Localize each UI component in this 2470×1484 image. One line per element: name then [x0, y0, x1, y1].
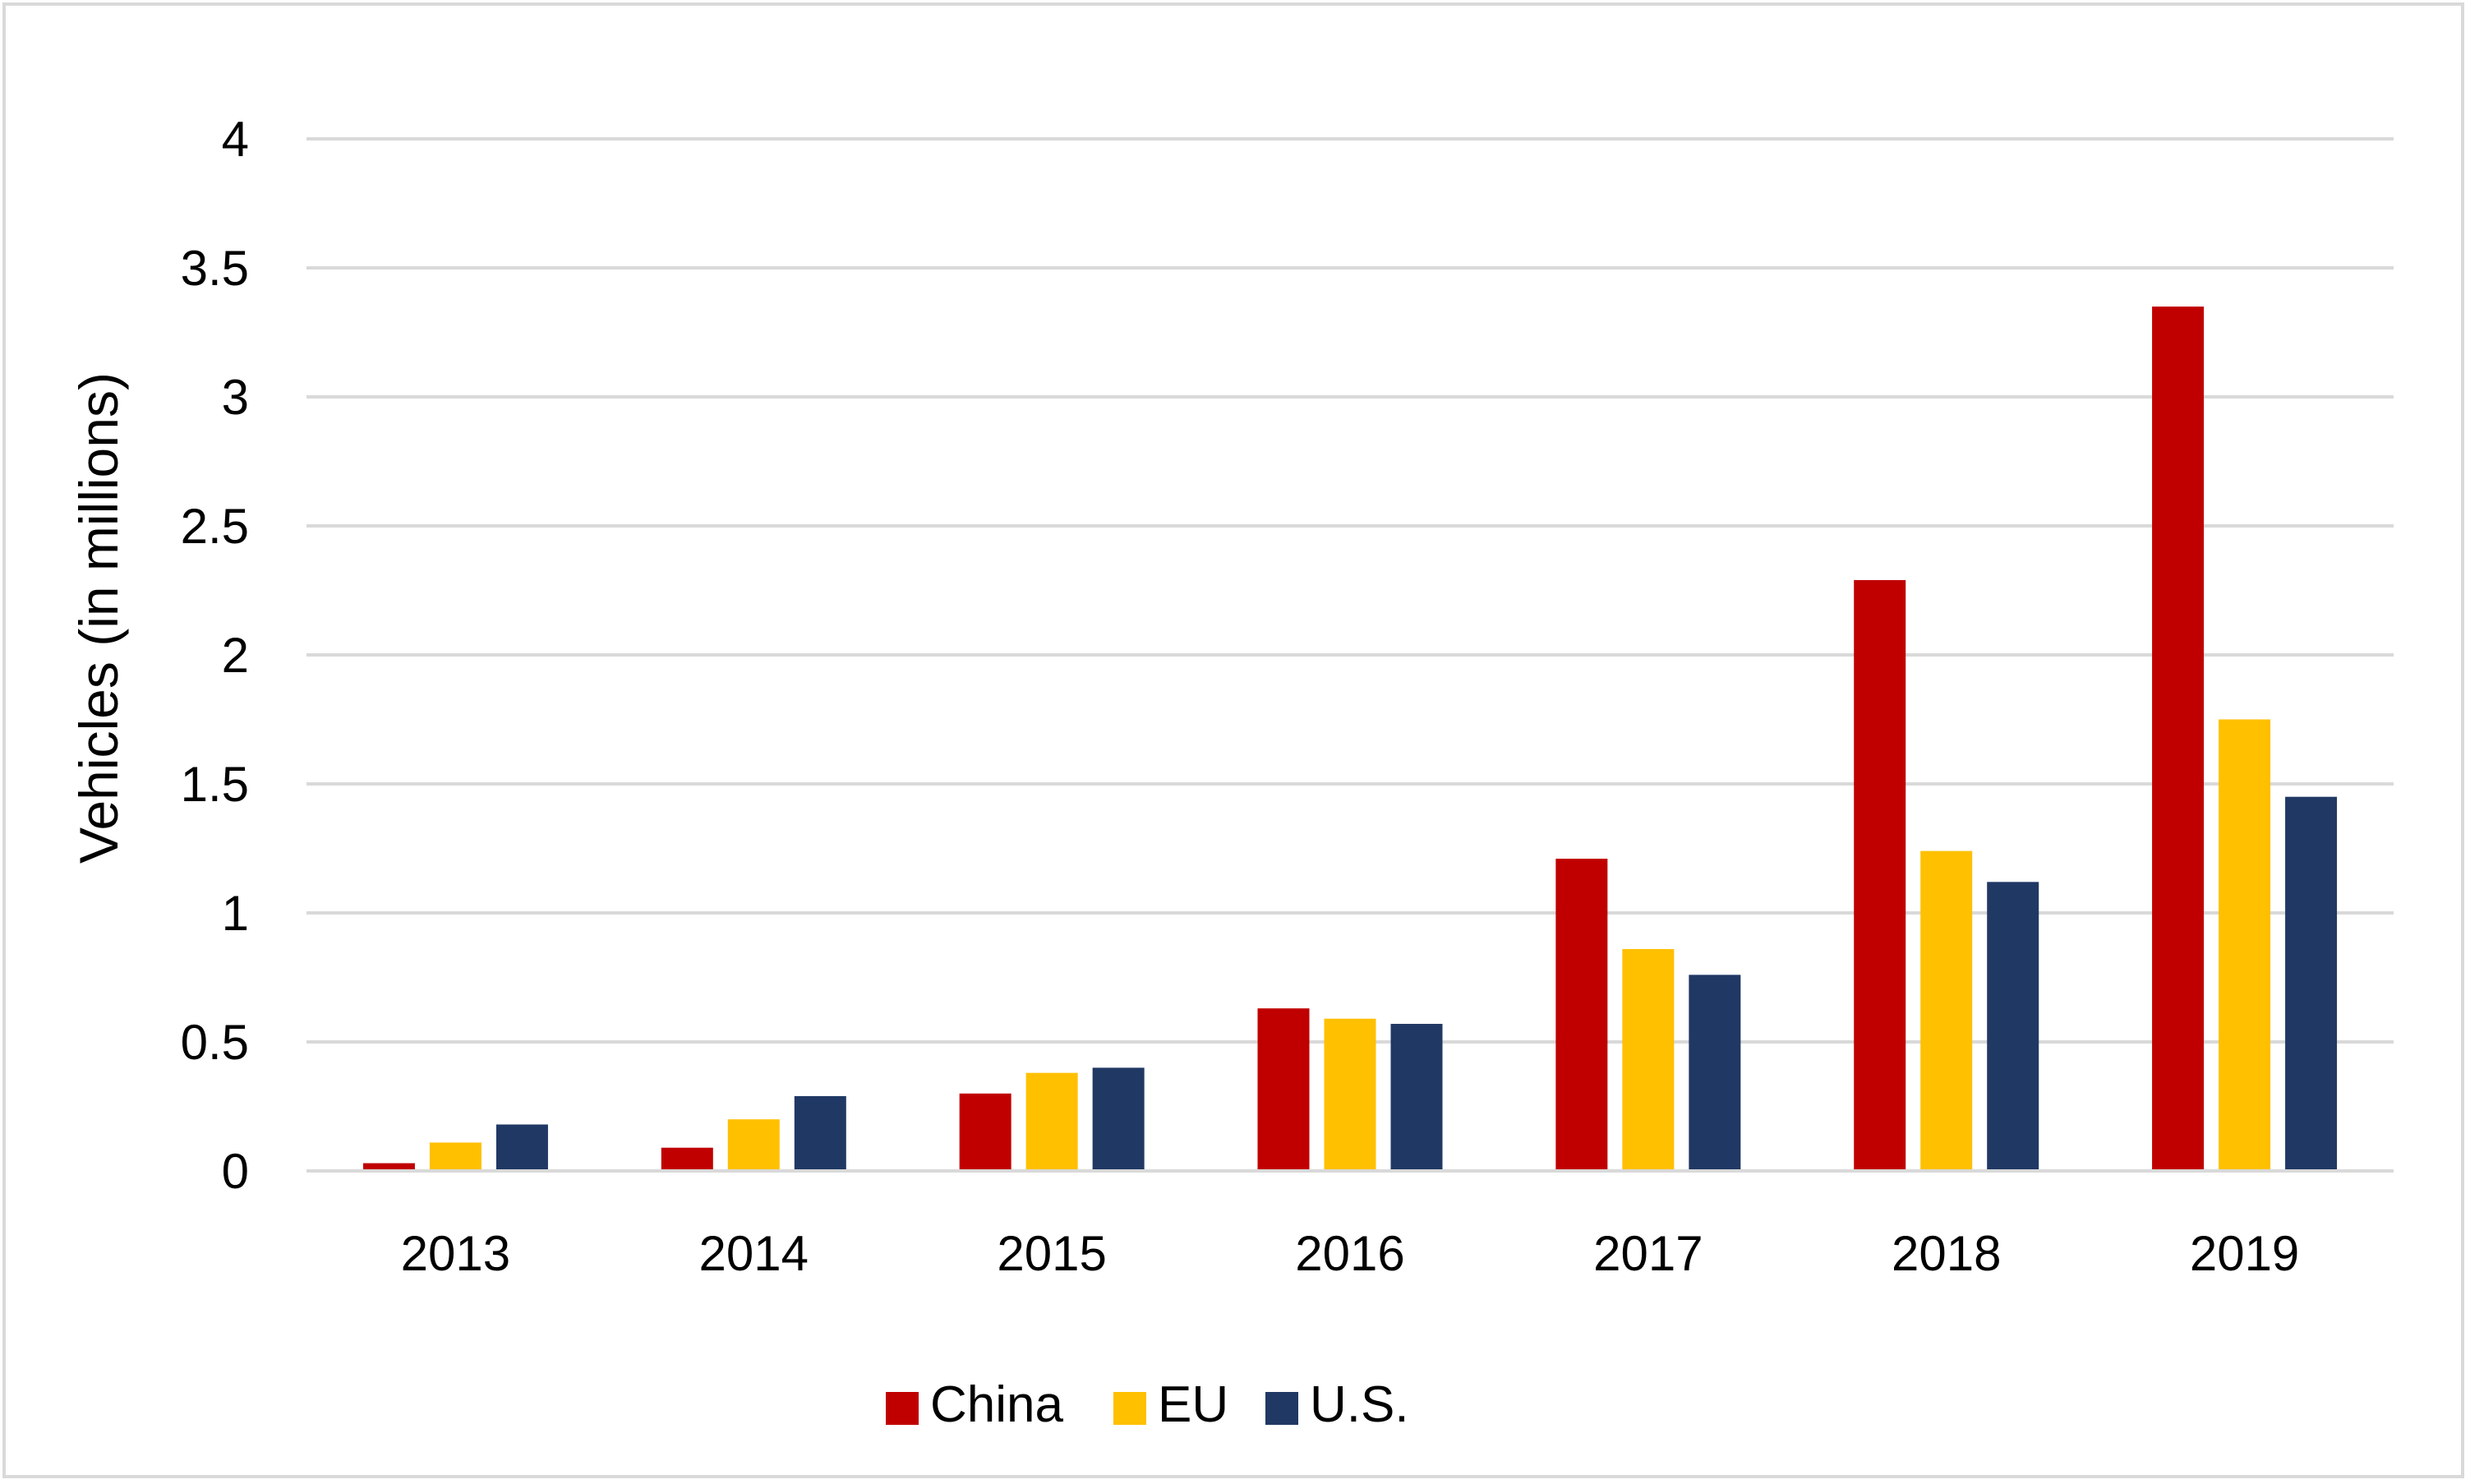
legend-swatch-us: [1265, 1392, 1298, 1425]
bar-china-2014: [661, 1147, 713, 1171]
bar-china-2015: [959, 1093, 1012, 1171]
y-tick-label: 3: [222, 370, 249, 425]
x-tick-label: 2018: [1892, 1226, 2001, 1281]
x-tick-label: 2013: [401, 1226, 510, 1281]
legend-label: EU: [1158, 1376, 1228, 1433]
x-tick-label: 2016: [1295, 1226, 1404, 1281]
legend-swatch-eu: [1113, 1392, 1146, 1425]
legend-label: U.S.: [1310, 1376, 1409, 1433]
bar-us-2013: [495, 1124, 548, 1171]
bar-eu-2013: [429, 1142, 482, 1171]
bar-eu-2019: [2219, 719, 2271, 1171]
bar-eu-2014: [727, 1119, 780, 1171]
y-tick-label: 0: [222, 1144, 249, 1199]
bar-eu-2018: [1920, 850, 1973, 1171]
y-tick-label: 2.5: [181, 499, 249, 554]
x-axis-ticks: 2013 2014 2015 2016 2017 2018 2019: [401, 1226, 2300, 1281]
bar-us-2015: [1092, 1067, 1145, 1171]
bar-eu-2015: [1025, 1072, 1078, 1171]
bar-us-2016: [1390, 1024, 1443, 1171]
bar-us-2017: [1689, 975, 1741, 1171]
y-axis-ticks: 0 0.5 1 1.5 2 2.5 3 3.5 4: [181, 112, 249, 1199]
gridlines: [306, 137, 2394, 1173]
y-axis-title: Vehicles (in millions): [68, 372, 129, 864]
bars: [306, 306, 2394, 1173]
bar-us-2019: [2285, 796, 2338, 1171]
y-tick-label: 3.5: [181, 241, 249, 296]
bar-china-2013: [362, 1163, 415, 1171]
legend-label: China: [930, 1376, 1064, 1433]
x-tick-label: 2015: [997, 1226, 1106, 1281]
y-tick-label: 2: [222, 628, 249, 683]
bar-us-2018: [1987, 882, 2039, 1171]
x-tick-label: 2017: [1593, 1226, 1703, 1281]
bar-china-2016: [1257, 1008, 1310, 1171]
x-tick-label: 2014: [699, 1226, 809, 1281]
x-tick-label: 2019: [2190, 1226, 2299, 1281]
y-tick-label: 1.5: [181, 757, 249, 812]
y-tick-label: 4: [222, 112, 249, 167]
y-tick-label: 0.5: [181, 1015, 249, 1070]
bar-us-2014: [794, 1095, 846, 1171]
legend: China EU U.S.: [886, 1376, 1409, 1433]
bar-china-2019: [2152, 306, 2205, 1172]
y-tick-label: 1: [222, 886, 249, 941]
bar-china-2018: [1854, 579, 1906, 1171]
bar-eu-2016: [1324, 1018, 1376, 1171]
bar-china-2017: [1555, 859, 1608, 1171]
bar-eu-2017: [1622, 948, 1675, 1171]
legend-swatch-china: [886, 1392, 919, 1425]
